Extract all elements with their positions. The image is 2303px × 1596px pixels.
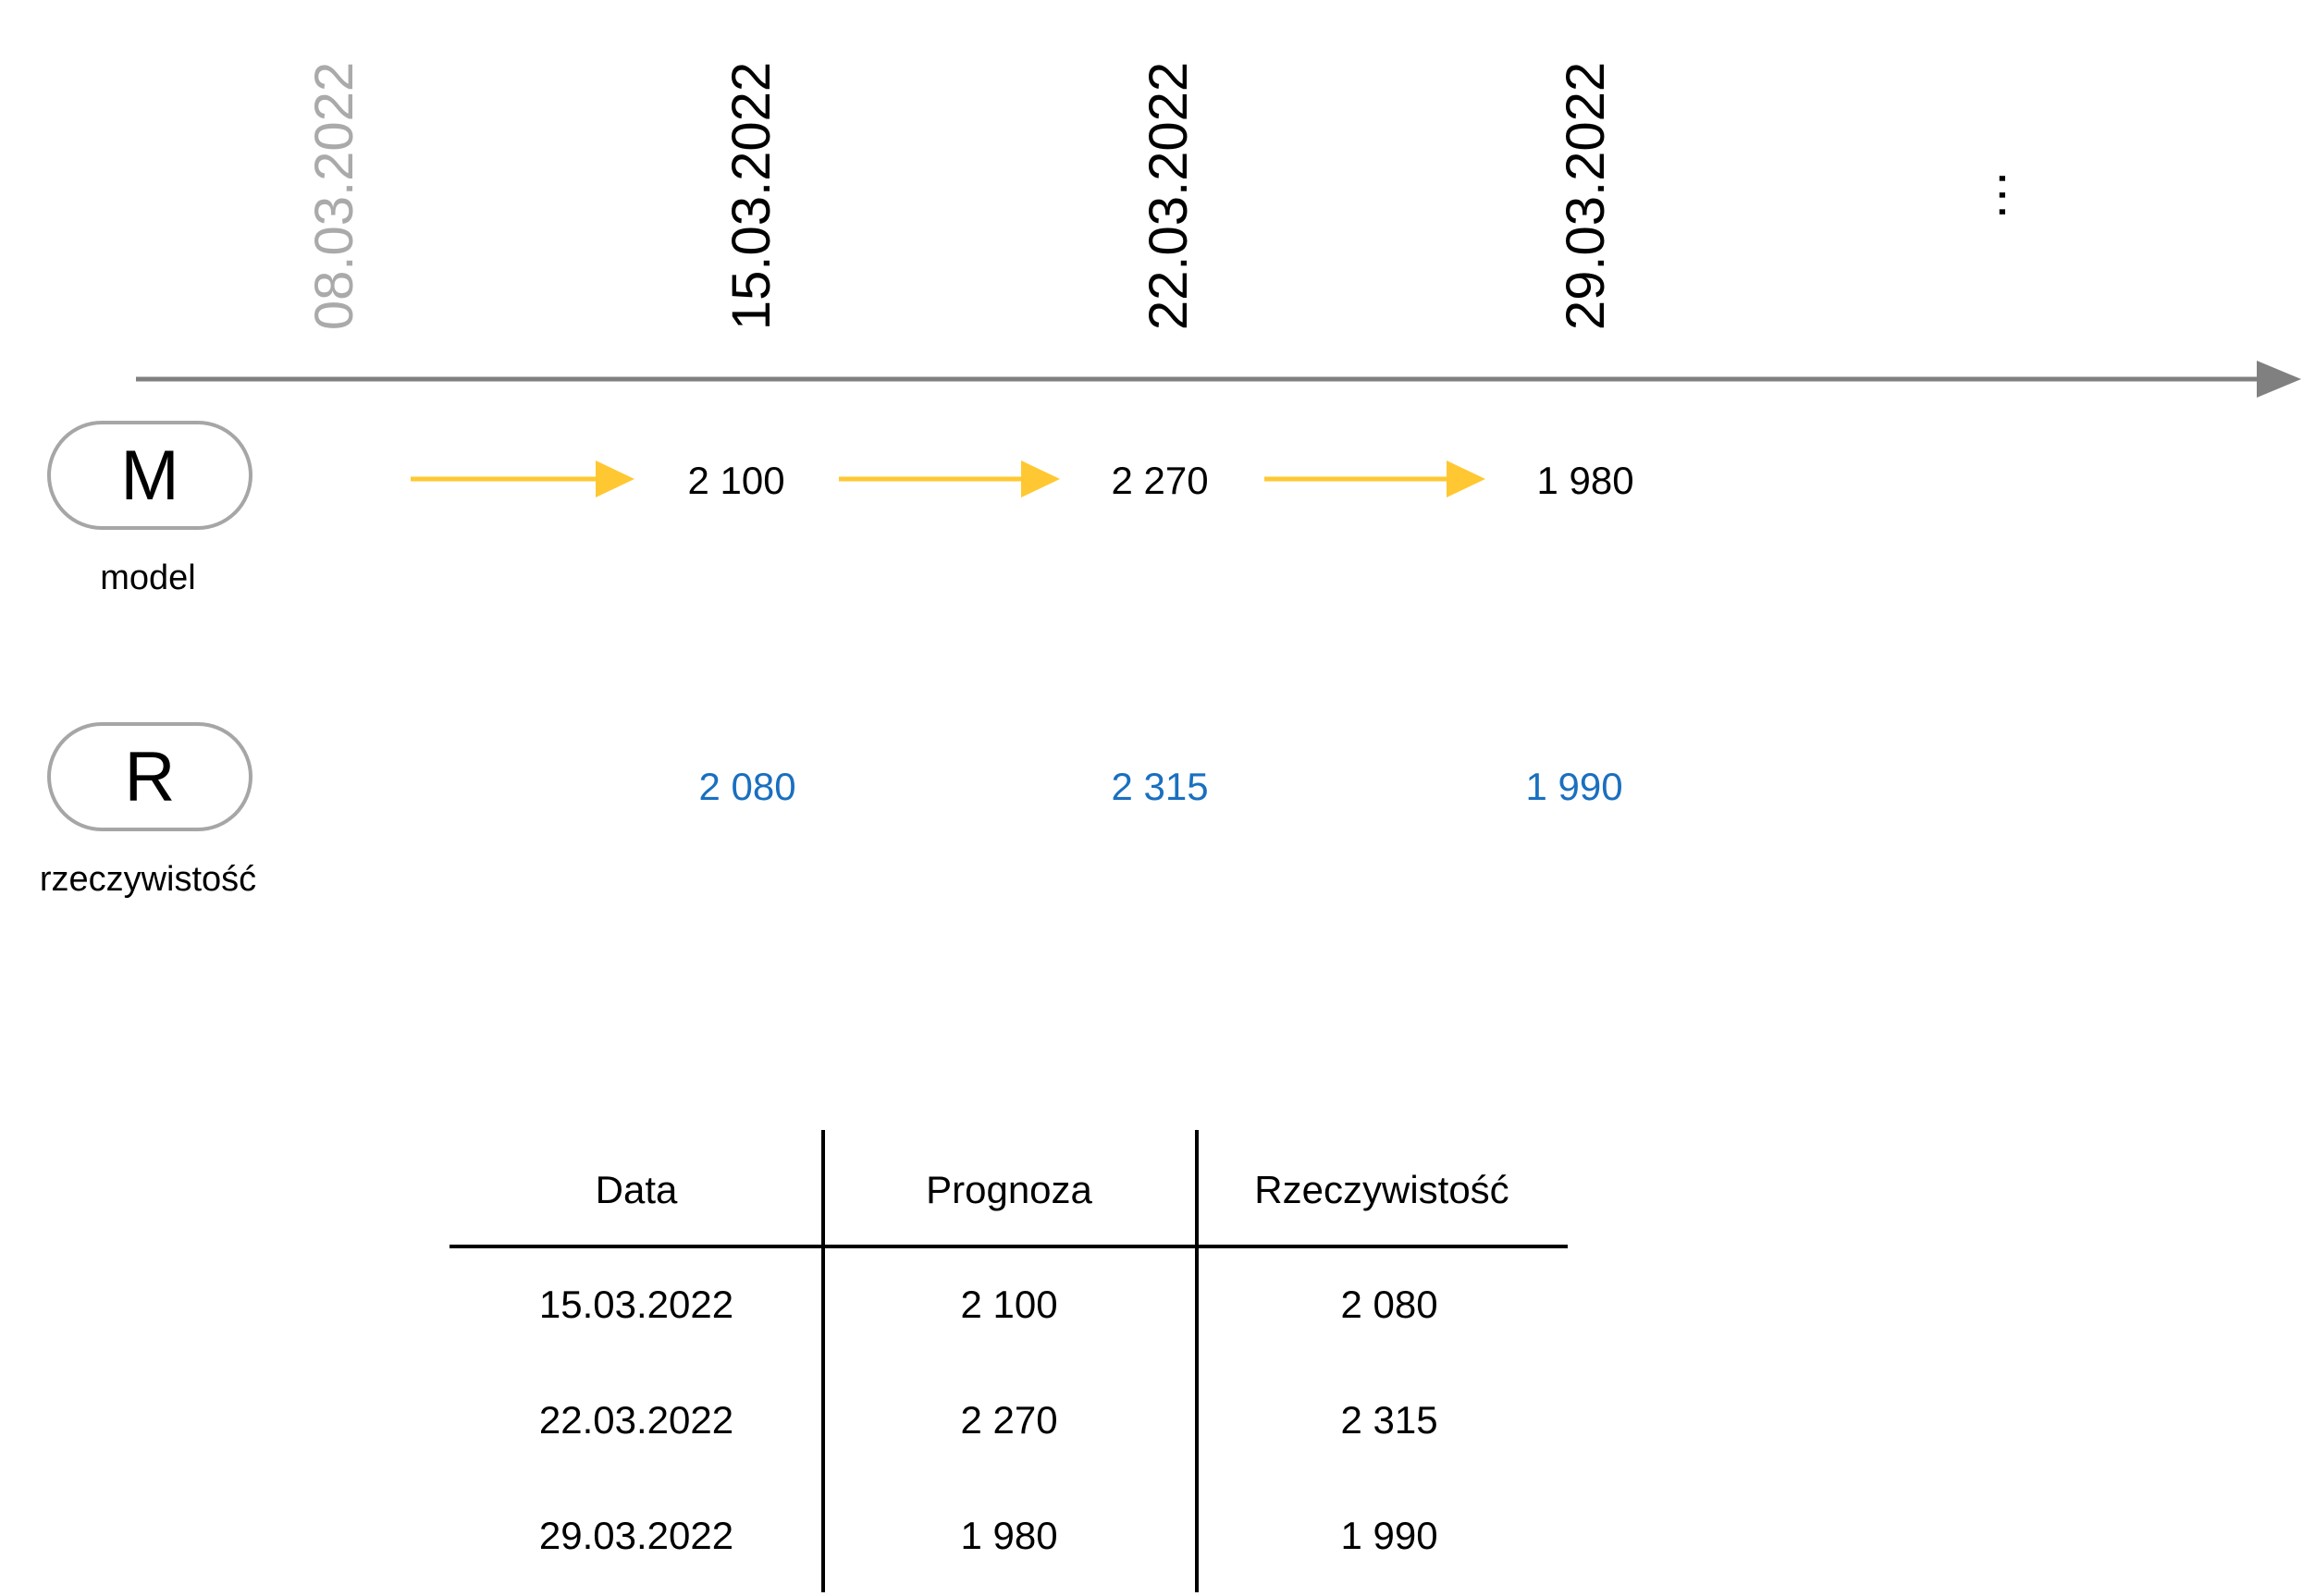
table-cell-reality: 1 990 [1340, 1514, 1438, 1557]
reality-value: 2 315 [1111, 765, 1209, 808]
reality-value: 2 080 [698, 765, 796, 808]
model-value: 1 980 [1536, 459, 1634, 502]
model-arrow [839, 460, 1060, 497]
model-pill: M [47, 421, 252, 530]
table-cell-forecast: 2 270 [960, 1398, 1058, 1442]
model-value: 2 100 [687, 459, 785, 502]
reality-value: 1 990 [1525, 765, 1623, 808]
table-cell-forecast: 2 100 [960, 1283, 1058, 1326]
reality-caption: rzeczywistość [39, 860, 257, 899]
model-caption: model [100, 559, 196, 597]
table-header-date: Data [595, 1168, 678, 1211]
model-arrow [1264, 460, 1485, 497]
table-header-forecast: Prognoza [926, 1168, 1092, 1211]
table-cell-date: 22.03.2022 [538, 1398, 734, 1442]
timeline-axis-arrowhead [2257, 361, 2301, 398]
table-cell-forecast: 1 980 [960, 1514, 1058, 1557]
table-cell-date: 29.03.2022 [538, 1514, 734, 1557]
model-arrow [411, 460, 634, 497]
table-header-reality: Rzeczywistość [1254, 1168, 1509, 1211]
model-symbol: M [120, 436, 179, 515]
table-cell-date: 15.03.2022 [538, 1283, 734, 1326]
table-cell-reality: 2 315 [1340, 1398, 1438, 1442]
table-cell-reality: 2 080 [1340, 1283, 1438, 1326]
model-value: 2 270 [1111, 459, 1209, 502]
reality-pill: R [47, 722, 252, 831]
reality-symbol: R [124, 737, 176, 816]
